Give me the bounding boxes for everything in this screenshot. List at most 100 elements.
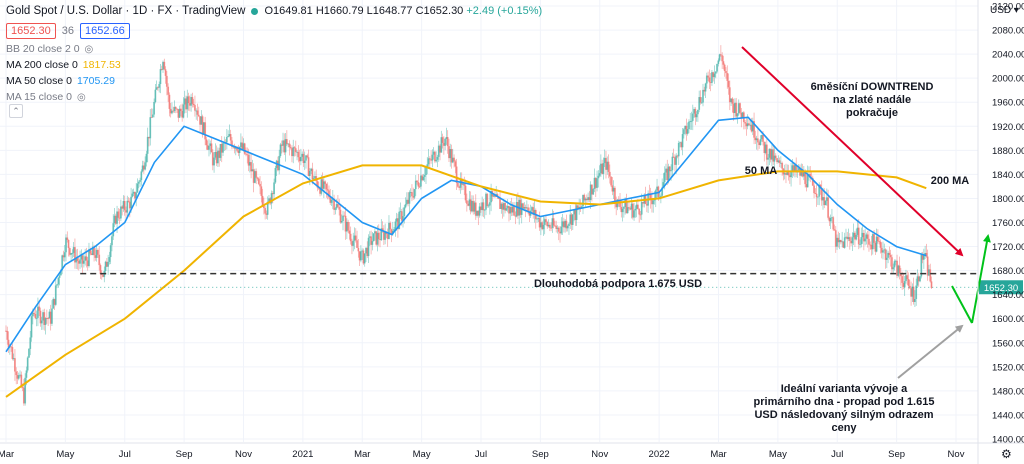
candle-body — [502, 203, 505, 210]
indicator-bb[interactable]: BB 20 close 2 0 ◎ — [6, 43, 93, 55]
candle-body — [81, 255, 84, 264]
indicator-ma15[interactable]: MA 15 close 0 ◎ — [6, 91, 86, 103]
candle-body — [675, 155, 678, 165]
candle-body — [571, 214, 574, 225]
candle-body — [414, 180, 417, 190]
eye-icon[interactable]: ◎ — [76, 91, 86, 103]
candle-body — [828, 217, 831, 222]
candle-body — [408, 192, 411, 204]
ask-button[interactable]: 1652.66 — [80, 23, 130, 39]
candle-body — [382, 230, 385, 240]
candle-body — [625, 199, 628, 214]
candle-body — [698, 97, 701, 110]
candle-body — [49, 311, 52, 324]
candle-body — [289, 147, 292, 149]
candle-body — [912, 286, 915, 302]
candle-body — [528, 212, 531, 216]
candle-body — [389, 222, 392, 230]
candle-body — [836, 237, 838, 247]
candle-body — [426, 164, 429, 168]
candle-body — [565, 220, 568, 229]
candle-body — [25, 370, 28, 378]
ma200-annotation: 200 MA — [931, 175, 970, 187]
gear-icon[interactable]: ⚙ — [1001, 447, 1012, 461]
candle-body — [418, 186, 421, 188]
candle-body — [292, 147, 295, 157]
candle-body — [605, 157, 607, 170]
indicator-ma50[interactable]: MA 50 close 0 1705.29 — [6, 75, 115, 87]
x-tick-label: Mar — [710, 449, 726, 460]
bid-button[interactable]: 1652.30 — [6, 23, 56, 39]
candle-body — [117, 211, 120, 218]
candle-body — [813, 185, 815, 194]
symbol-title[interactable]: Gold Spot / U.S. Dollar · 1D · FX · Trad… — [6, 5, 246, 17]
candle-body — [628, 207, 630, 209]
candle-body — [173, 107, 176, 111]
candle-body — [277, 160, 279, 171]
candle-body — [35, 317, 38, 319]
candle-body — [118, 217, 121, 219]
candle-body — [532, 207, 535, 215]
candle-body — [88, 249, 90, 267]
candle-body — [16, 375, 19, 379]
candle-body — [196, 110, 199, 115]
candle-body — [916, 276, 919, 286]
candle-body — [705, 75, 708, 84]
candle-body — [158, 84, 161, 88]
indicator-ma200[interactable]: MA 200 close 0 1817.53 — [6, 59, 121, 71]
candle-body — [740, 112, 743, 119]
candle-body — [268, 198, 270, 202]
candle-body — [514, 215, 517, 217]
candle-body — [155, 87, 158, 90]
candle-body — [554, 225, 556, 227]
candle-body — [376, 232, 379, 245]
candle-body — [176, 108, 178, 110]
candle-body — [227, 136, 230, 138]
candle-body — [603, 157, 606, 164]
candle-body — [597, 175, 600, 179]
y-tick-label: 1960.00 — [992, 98, 1024, 109]
ma-line — [5, 116, 927, 353]
collapse-indicators-icon[interactable]: ⌃ — [9, 104, 23, 118]
candle-body — [591, 184, 593, 195]
candle-body — [504, 203, 507, 211]
candle-body — [721, 55, 724, 62]
eye-icon[interactable]: ◎ — [84, 43, 94, 55]
candle-body — [652, 200, 655, 205]
candle-body — [876, 236, 879, 242]
candle-body — [372, 233, 375, 242]
candle-body — [82, 260, 85, 264]
candle-body — [656, 186, 658, 191]
candle-body — [39, 310, 42, 324]
candle-body — [548, 224, 551, 228]
candle-body — [365, 247, 367, 254]
candle-body — [542, 224, 545, 230]
candle-body — [131, 193, 134, 197]
candle-body — [109, 245, 112, 258]
candle-body — [624, 199, 627, 207]
candle-body — [691, 113, 694, 121]
candle-body — [575, 205, 578, 221]
candle-body — [492, 195, 495, 197]
candle-body — [430, 159, 432, 161]
candle-body — [215, 151, 218, 164]
candle-body — [162, 61, 164, 70]
scenario-annotation-line: ceny — [831, 422, 857, 434]
candle-body — [437, 145, 440, 157]
candle-body — [801, 169, 804, 177]
currency-selector[interactable]: USD ▾ — [990, 5, 1019, 16]
candle-body — [217, 150, 219, 164]
candle-body — [917, 276, 920, 282]
annotations: 1652.30 6měsíční DOWNTREND na zlaté nadále… — [80, 46, 1023, 434]
candle-body — [866, 234, 869, 239]
candle-body — [381, 228, 384, 231]
candle-body — [808, 174, 810, 176]
candle-body — [187, 96, 190, 104]
candle-body — [242, 143, 245, 150]
candle-body — [34, 313, 37, 319]
candle-body — [839, 240, 842, 243]
candle-body — [458, 186, 461, 188]
y-tick-label: 1480.00 — [992, 386, 1024, 397]
x-tick-label: Mar — [0, 449, 14, 460]
